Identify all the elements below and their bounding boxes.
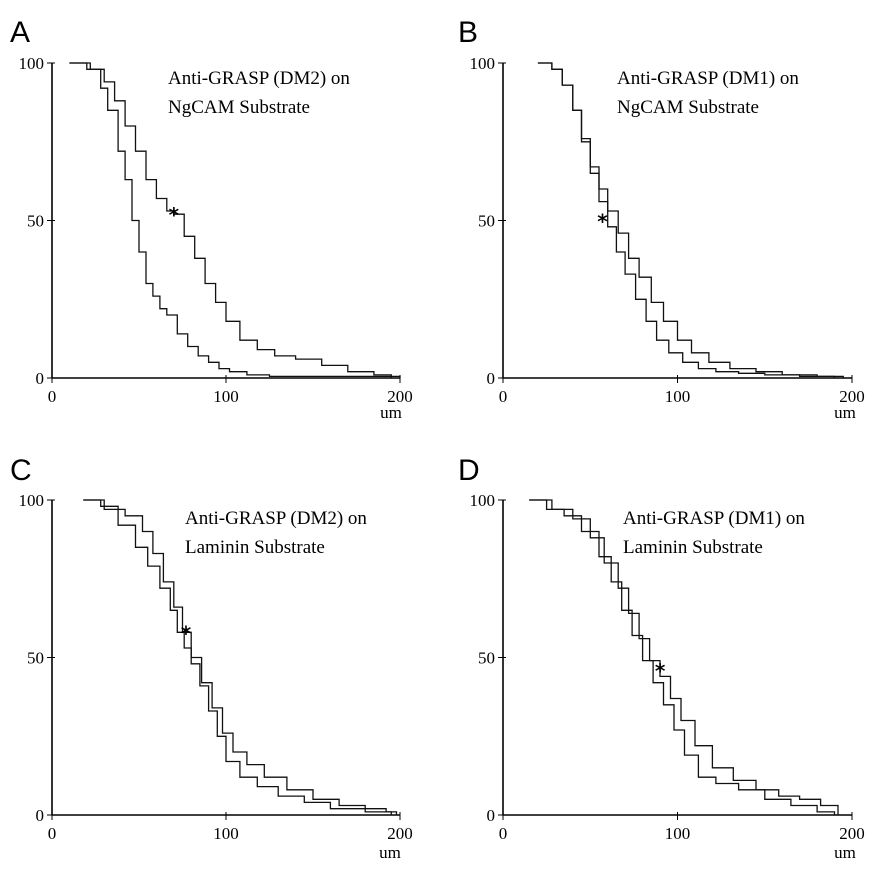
x-tick-label: 0 xyxy=(48,387,57,406)
x-tick-label: 100 xyxy=(213,824,239,843)
x-tick-label: 200 xyxy=(387,387,413,406)
x-unit-label: um xyxy=(834,403,856,422)
y-tick-label: 0 xyxy=(487,369,496,388)
panel-b: B Anti-GRASP (DM1) on NgCAM Substrate 0 50 10… xyxy=(458,16,865,422)
x-unit-label: um xyxy=(379,843,401,862)
series-line-1 xyxy=(69,62,401,378)
panel-title-line: NgCAM Substrate xyxy=(617,97,759,118)
panel-title-line: Laminin Substrate xyxy=(623,537,763,558)
y-tick-label: 100 xyxy=(470,491,496,510)
panel-letter: D xyxy=(458,454,480,487)
x-tick-label: 200 xyxy=(839,824,865,843)
panel-d: D Anti-GRASP (DM1) on Laminin Substrate 0 50… xyxy=(458,454,865,862)
panel-title-line: NgCAM Substrate xyxy=(168,97,310,118)
x-tick-label: 0 xyxy=(499,387,508,406)
panel-title-line: Anti-GRASP (DM2) on xyxy=(168,68,350,89)
panel-title-line: Laminin Substrate xyxy=(185,537,325,558)
y-tick-label: 100 xyxy=(19,54,45,73)
series-line-2 xyxy=(83,499,398,815)
y-tick-label: 0 xyxy=(36,369,45,388)
y-tick-label: 100 xyxy=(19,491,45,510)
series-line-1 xyxy=(529,499,836,815)
y-tick-label: 100 xyxy=(470,54,496,73)
panel-c: C Anti-GRASP (DM2) on Laminin Substrate 0 50… xyxy=(10,454,413,862)
y-tick-label: 50 xyxy=(478,212,495,231)
y-tick-label: 0 xyxy=(36,806,45,825)
x-tick-label: 0 xyxy=(48,824,57,843)
asterisk-marker: * xyxy=(655,659,666,683)
x-tick-label: 0 xyxy=(499,824,508,843)
x-tick-label: 100 xyxy=(665,824,691,843)
asterisk-marker: * xyxy=(597,210,608,234)
panel-title-line: Anti-GRASP (DM1) on xyxy=(617,68,799,89)
panel-title-line: Anti-GRASP (DM1) on xyxy=(623,508,805,529)
y-tick-label: 50 xyxy=(27,649,44,668)
y-tick-label: 0 xyxy=(487,806,496,825)
series-line-1 xyxy=(83,499,392,815)
x-tick-label: 100 xyxy=(213,387,239,406)
y-tick-label: 50 xyxy=(27,212,44,231)
series-line-2 xyxy=(529,499,839,815)
asterisk-marker: * xyxy=(169,203,180,227)
panel-letter: A xyxy=(10,16,30,49)
asterisk-marker: * xyxy=(181,621,192,645)
x-unit-label: um xyxy=(834,843,856,862)
x-unit-label: um xyxy=(380,403,402,422)
panel-letter: B xyxy=(458,16,478,49)
x-tick-label: 200 xyxy=(839,387,865,406)
series-line-2 xyxy=(69,62,392,378)
x-tick-label: 100 xyxy=(665,387,691,406)
panel-letter: C xyxy=(10,454,32,487)
x-tick-label: 200 xyxy=(387,824,413,843)
panel-a: A Anti-GRASP (DM2) on NgCAM Substrate 0 50 10… xyxy=(10,16,413,422)
series-line-2 xyxy=(537,62,844,378)
y-tick-label: 50 xyxy=(478,649,495,668)
panel-title-line: Anti-GRASP (DM2) on xyxy=(185,508,367,529)
